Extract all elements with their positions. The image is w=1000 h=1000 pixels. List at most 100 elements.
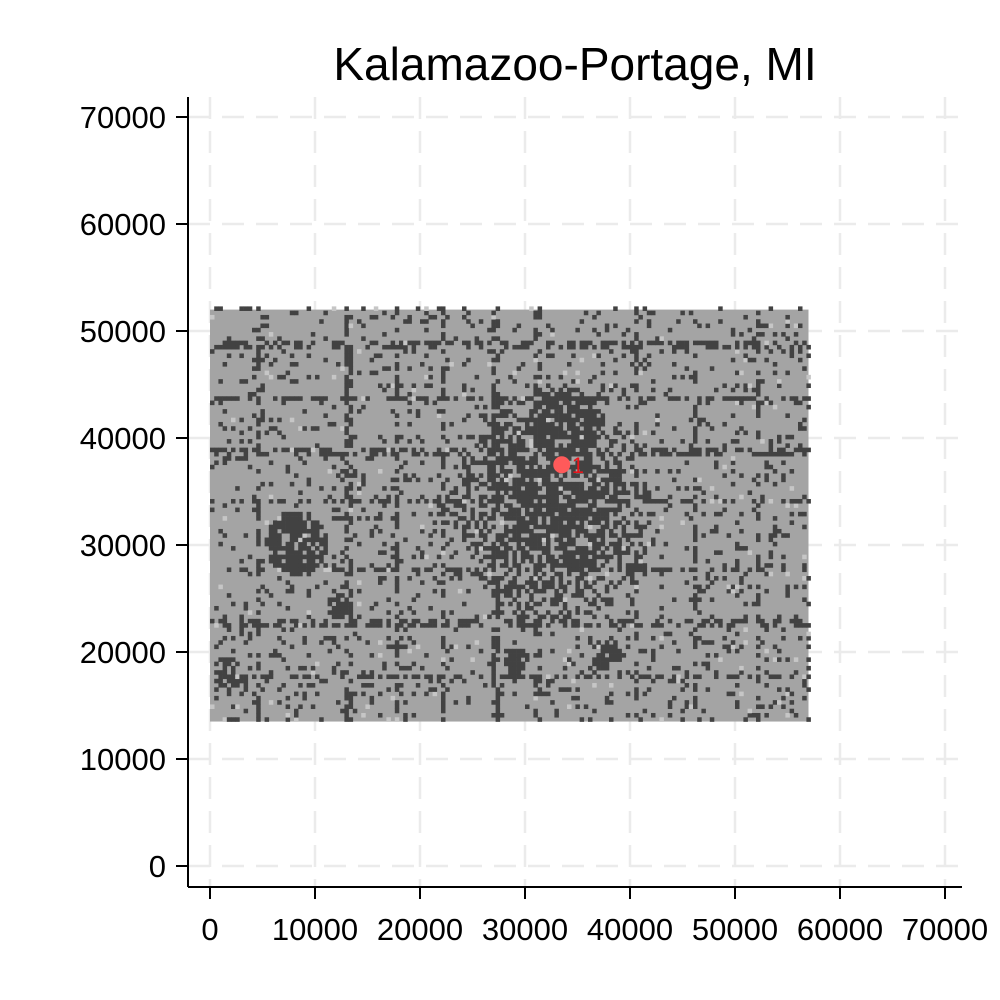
- raster-cell: [646, 541, 652, 547]
- raster-cell: [798, 344, 803, 350]
- raster-cell: [529, 426, 534, 431]
- raster-cell: [403, 618, 408, 624]
- raster-cell: [319, 524, 324, 530]
- raster-cell: [289, 571, 295, 577]
- raster-cell: [407, 635, 412, 641]
- raster-cell: [567, 537, 572, 543]
- raster-cell: [550, 614, 555, 620]
- raster-cell: [428, 533, 433, 538]
- raster-cell: [550, 469, 555, 474]
- raster-cell: [642, 563, 648, 568]
- raster-cell: [516, 584, 522, 590]
- raster-cell: [684, 396, 690, 401]
- raster-cell: [382, 332, 387, 337]
- raster-cell: [323, 413, 328, 418]
- raster-cell: [512, 597, 517, 603]
- raster-cell: [609, 507, 614, 513]
- raster-cell: [751, 357, 757, 363]
- raster-cell: [512, 396, 517, 401]
- raster-cell: [558, 618, 564, 624]
- raster-cell: [760, 451, 765, 457]
- raster-cell: [411, 340, 417, 346]
- raster-cell: [781, 349, 786, 354]
- raster-cell: [684, 511, 690, 517]
- raster-cell: [499, 426, 505, 431]
- raster-cell: [449, 567, 454, 573]
- raster-cell: [693, 683, 698, 688]
- raster-cell: [701, 533, 706, 538]
- raster-cell: [756, 567, 761, 573]
- raster-cell: [558, 374, 564, 380]
- raster-cell: [730, 460, 736, 466]
- raster-cell: [651, 396, 656, 401]
- raster-cell: [474, 618, 480, 624]
- raster-cell: [399, 344, 404, 350]
- raster-cell: [285, 712, 291, 718]
- raster-cell: [743, 640, 748, 645]
- raster-cell: [218, 306, 223, 311]
- raster-cell: [432, 451, 438, 457]
- raster-cell: [256, 400, 261, 406]
- raster-cell: [344, 374, 349, 380]
- raster-cell: [520, 661, 526, 667]
- raster-cell: [533, 481, 538, 487]
- raster-cell: [529, 580, 534, 585]
- raster-cell: [298, 665, 303, 671]
- raster-cell: [739, 618, 744, 624]
- raster-cell: [617, 477, 622, 483]
- raster-cell: [436, 409, 442, 414]
- raster-cell: [613, 657, 618, 662]
- raster-cell: [541, 511, 547, 517]
- raster-cell: [693, 379, 698, 384]
- raster-cell: [562, 447, 568, 453]
- raster-cell: [533, 588, 538, 594]
- raster-cell: [294, 554, 299, 560]
- raster-cell: [546, 584, 551, 590]
- raster-cell: [231, 678, 236, 684]
- raster-cell: [323, 563, 328, 568]
- raster-cell: [558, 507, 564, 513]
- raster-cell: [348, 717, 354, 722]
- raster-cell: [785, 687, 790, 692]
- raster-cell: [562, 413, 568, 418]
- raster-cell: [583, 426, 589, 431]
- raster-cell: [331, 498, 337, 504]
- raster-cell: [722, 576, 727, 581]
- raster-cell: [394, 601, 400, 607]
- raster-cell: [688, 704, 694, 710]
- raster-cell: [491, 323, 496, 329]
- raster-cell: [235, 396, 240, 401]
- raster-cell: [525, 340, 530, 346]
- raster-cell: [256, 511, 261, 517]
- raster-cell: [268, 494, 274, 500]
- raster-cell: [525, 417, 530, 423]
- raster-cell: [298, 537, 303, 543]
- raster-cell: [516, 430, 522, 436]
- raster-cell: [222, 409, 228, 414]
- raster-cell: [554, 520, 559, 525]
- raster-cell: [386, 644, 391, 650]
- raster-cell: [361, 306, 366, 311]
- raster-cell: [348, 700, 354, 705]
- raster-cell: [436, 451, 442, 457]
- raster-cell: [756, 387, 761, 393]
- raster-cell: [621, 618, 627, 624]
- raster-cell: [495, 379, 501, 384]
- raster-cell: [537, 314, 543, 320]
- raster-cell: [407, 421, 412, 427]
- raster-cell: [567, 362, 572, 367]
- raster-cell: [600, 533, 606, 538]
- raster-cell: [592, 421, 597, 427]
- raster-cell: [340, 614, 345, 620]
- raster-cell: [714, 670, 719, 675]
- raster-cell: [336, 362, 341, 367]
- raster-cell: [504, 413, 509, 418]
- raster-cell: [806, 631, 811, 637]
- raster-cell: [537, 310, 543, 316]
- raster-cell: [323, 678, 328, 684]
- raster-cell: [533, 430, 538, 436]
- raster-cell: [298, 490, 303, 496]
- raster-cell: [474, 528, 480, 534]
- raster-cell: [495, 323, 501, 329]
- raster-cell: [756, 618, 761, 624]
